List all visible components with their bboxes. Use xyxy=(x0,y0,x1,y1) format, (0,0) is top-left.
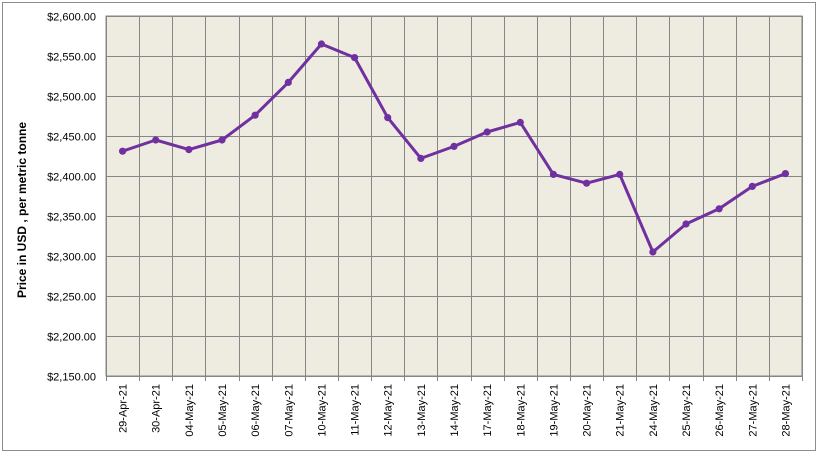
x-tick-label: 13-May-21 xyxy=(416,384,428,437)
y-tick-label: $2,150.00 xyxy=(47,372,96,384)
data-point xyxy=(682,220,690,228)
x-tick-label: 20-May-21 xyxy=(582,384,594,437)
x-tick-label: 10-May-21 xyxy=(316,384,328,437)
y-tick-label: $2,250.00 xyxy=(47,292,96,304)
data-point xyxy=(417,154,425,162)
x-tick-label: 17-May-21 xyxy=(482,384,494,437)
x-tick-label: 18-May-21 xyxy=(515,384,527,437)
x-tick-label: 04-May-21 xyxy=(184,384,196,437)
y-tick-label: $2,300.00 xyxy=(47,252,96,264)
x-tick-label: 30-Apr-21 xyxy=(151,384,163,433)
data-point xyxy=(549,170,558,178)
data-point xyxy=(251,111,259,119)
x-tick-label: 12-May-21 xyxy=(383,384,395,437)
data-point xyxy=(284,78,292,86)
data-point xyxy=(649,248,657,256)
data-point xyxy=(118,147,127,155)
data-point xyxy=(582,179,591,187)
x-tick-label: 27-May-21 xyxy=(747,384,759,437)
data-point xyxy=(185,146,193,154)
data-point xyxy=(748,182,756,190)
data-point xyxy=(218,136,226,144)
x-tick-label: 14-May-21 xyxy=(449,384,461,437)
plot-area xyxy=(105,15,803,377)
y-tick-label: $2,600.00 xyxy=(47,12,96,24)
y-tick-label: $2,200.00 xyxy=(47,332,96,344)
x-tick-label: 07-May-21 xyxy=(283,384,295,437)
x-tick-label: 24-May-21 xyxy=(648,384,660,437)
x-tick-label: 29-Apr-21 xyxy=(118,384,130,433)
data-point xyxy=(715,205,723,213)
data-point xyxy=(450,142,458,150)
series-markers xyxy=(118,40,790,256)
y-axis-title: Price in USD , per metric tonne xyxy=(15,122,29,298)
x-tick-label: 21-May-21 xyxy=(615,384,627,437)
data-point xyxy=(350,54,359,62)
x-tick-label: 11-May-21 xyxy=(350,384,362,436)
data-point xyxy=(483,128,491,136)
gridlines xyxy=(106,16,803,381)
y-tick-label: $2,450.00 xyxy=(47,132,96,144)
data-point xyxy=(152,136,160,144)
y-axis-tick-labels: $2,150.00 $2,200.00 $2,250.00 $2,300.00 $2,3… xyxy=(47,12,96,384)
data-point xyxy=(317,40,326,48)
y-tick-label: $2,500.00 xyxy=(47,92,96,104)
x-tick-label: 26-May-21 xyxy=(714,384,726,437)
y-tick-label: $2,350.00 xyxy=(47,212,96,224)
data-point xyxy=(781,170,790,178)
x-axis-tick-labels: 29-Apr-21 30-Apr-21 04-May-21 05-May-21 06-M… xyxy=(118,384,793,437)
x-tick-label: 28-May-21 xyxy=(780,384,792,437)
x-tick-label: 25-May-21 xyxy=(681,384,693,437)
x-tick-label: 19-May-21 xyxy=(548,384,560,437)
y-tick-label: $2,550.00 xyxy=(47,52,96,64)
x-tick-label: 06-May-21 xyxy=(250,384,262,437)
y-tick-label: $2,400.00 xyxy=(47,172,96,184)
x-tick-label: 05-May-21 xyxy=(217,384,229,437)
data-point xyxy=(616,170,624,178)
data-point xyxy=(516,118,524,126)
data-point xyxy=(384,114,392,122)
